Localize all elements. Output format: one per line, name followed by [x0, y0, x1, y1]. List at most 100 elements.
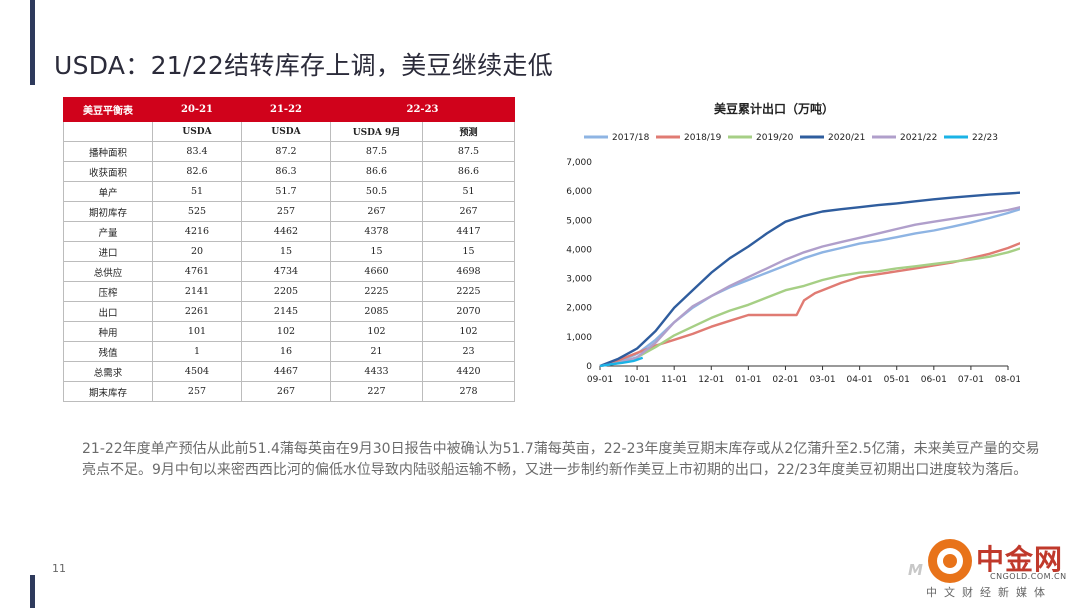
table-subheader-blank	[63, 121, 153, 142]
legend-label: 22/23	[972, 133, 998, 143]
chart-title: 美豆累计出口（万吨）	[714, 101, 834, 116]
table-row: 进口 20 15 15 15	[63, 241, 516, 262]
table-cell: 16	[241, 341, 331, 362]
table-cell: 51	[152, 181, 242, 202]
table-header-2122: 21-22	[241, 97, 331, 122]
table-cell: 2205	[241, 281, 331, 302]
x-tick-label: 02-01	[772, 375, 798, 385]
table-cell: 86.3	[241, 161, 331, 182]
table-row-label: 残值	[63, 341, 153, 362]
legend-label: 2017/18	[612, 133, 650, 143]
y-tick-label: 5,000	[566, 216, 592, 226]
table-cell: 2070	[421, 301, 516, 322]
table-row: 出口 2261 2145 2085 2070	[63, 301, 516, 322]
table-cell: 102	[421, 321, 516, 342]
table-cell: 267	[241, 381, 331, 402]
logo-url-text: CNGOLD.COM.CN	[990, 572, 1067, 581]
x-tick-label: 11-01	[661, 375, 687, 385]
commentary-text: 21-22年度单产预估从此前51.4蒲每英亩在9月30日报告中被确认为51.7蒲…	[82, 441, 1040, 478]
series-line-2020-21	[599, 191, 1020, 368]
table-header-row: 美豆平衡表 20-21 21-22 22-23	[63, 97, 516, 122]
page-number: 11	[52, 562, 66, 575]
table-subheader-usda-2021: USDA	[152, 121, 242, 142]
table-cell: 257	[152, 381, 242, 402]
x-tick-label: 05-01	[884, 375, 910, 385]
table-row: 期初库存 525 257 267 267	[63, 201, 516, 222]
table-cell: 227	[330, 381, 423, 402]
table-cell: 102	[330, 321, 423, 342]
table-row-label: 期末库存	[63, 381, 153, 402]
table-subheader-row: USDA USDA USDA 9月 预测	[63, 121, 516, 142]
table-cell: 4216	[152, 221, 242, 242]
x-tick-label: 12-01	[698, 375, 724, 385]
legend-label: 2018/19	[684, 133, 722, 143]
table-subheader-usda-2122: USDA	[241, 121, 331, 142]
balance-table: 美豆平衡表 20-21 21-22 22-23 USDA USDA USDA 9…	[63, 97, 516, 402]
y-tick-label: 0	[586, 362, 592, 372]
table-row-label: 出口	[63, 301, 153, 322]
legend-label: 2021/22	[900, 133, 937, 143]
table-subheader-forecast: 预测	[421, 121, 516, 142]
table-cell: 86.6	[421, 161, 516, 182]
accent-bar-top	[30, 0, 35, 85]
logo-mark-text: M	[908, 561, 923, 579]
y-tick-label: 1,000	[566, 333, 592, 343]
table-cell: 278	[421, 381, 516, 402]
export-chart: 美豆累计出口（万吨） 2017/18 2018/19 2019/20 2020/21 20…	[550, 95, 1020, 395]
table-row: 产量 4216 4462 4378 4417	[63, 221, 516, 242]
table-row: 单产 51 51.7 50.5 51	[63, 181, 516, 202]
y-tick-label: 4,000	[566, 245, 592, 255]
table-row-label: 产量	[63, 221, 153, 242]
table-row: 总供应 4761 4734 4660 4698	[63, 261, 516, 282]
logo-circle-icon	[928, 539, 972, 583]
table-row: 播种面积 83.4 87.2 87.5 87.5	[63, 141, 516, 162]
y-tick-label: 2,000	[566, 304, 592, 314]
x-tick-label: 04-01	[847, 375, 873, 385]
watermark-logo: M 中金网 CNGOLD.COM.CN 中文财经新媒体	[908, 535, 1073, 603]
table-cell: 4761	[152, 261, 242, 282]
table-row-label: 单产	[63, 181, 153, 202]
table-cell: 525	[152, 201, 242, 222]
table-cell: 87.5	[330, 141, 423, 162]
table-row-label: 播种面积	[63, 141, 153, 162]
table-cell: 4504	[152, 361, 242, 382]
table-cell: 267	[330, 201, 423, 222]
table-cell: 50.5	[330, 181, 423, 202]
table-cell: 102	[241, 321, 331, 342]
table-row: 期末库存 257 267 227 278	[63, 381, 516, 402]
accent-bar-bottom	[30, 575, 35, 608]
table-cell: 15	[330, 241, 423, 262]
table-row: 残值 1 16 21 23	[63, 341, 516, 362]
table-cell: 2225	[421, 281, 516, 302]
table-cell: 2085	[330, 301, 423, 322]
table-cell: 15	[421, 241, 516, 262]
table-cell: 267	[421, 201, 516, 222]
table-row-label: 收获面积	[63, 161, 153, 182]
table-cell: 4660	[330, 261, 423, 282]
table-cell: 4433	[330, 361, 423, 382]
logo-sub-text: 中文财经新媒体	[926, 586, 1052, 599]
x-tick-label: 09-01	[587, 375, 613, 385]
table-cell: 2225	[330, 281, 423, 302]
table-cell: 15	[241, 241, 331, 262]
table-cell: 257	[241, 201, 331, 222]
legend-label: 2020/21	[828, 133, 865, 143]
table-row: 压榨 2141 2205 2225 2225	[63, 281, 516, 302]
table-cell: 23	[421, 341, 516, 362]
table-row-label: 总需求	[63, 361, 153, 382]
logo-cn-text: 中金网	[976, 543, 1064, 576]
series-line-22-23	[599, 356, 644, 368]
x-tick-label: 06-01	[921, 375, 947, 385]
table-row-label: 种用	[63, 321, 153, 342]
slide-title: USDA：21/22结转库存上调，美豆继续走低	[54, 51, 554, 80]
x-tick-label: 01-01	[735, 375, 761, 385]
table-header-2021: 20-21	[152, 97, 242, 122]
legend-label: 2019/20	[756, 133, 794, 143]
table-cell: 4420	[421, 361, 516, 382]
y-tick-label: 3,000	[566, 275, 592, 285]
y-tick-label: 7,000	[566, 158, 592, 168]
balance-table-container: 美豆平衡表 20-21 21-22 22-23 USDA USDA USDA 9…	[63, 97, 516, 402]
export-chart-svg: 美豆累计出口（万吨） 2017/18 2018/19 2019/20 2020/21 20…	[566, 101, 1020, 385]
table-row: 收获面积 82.6 86.3 86.6 86.6	[63, 161, 516, 182]
table-cell: 87.2	[241, 141, 331, 162]
